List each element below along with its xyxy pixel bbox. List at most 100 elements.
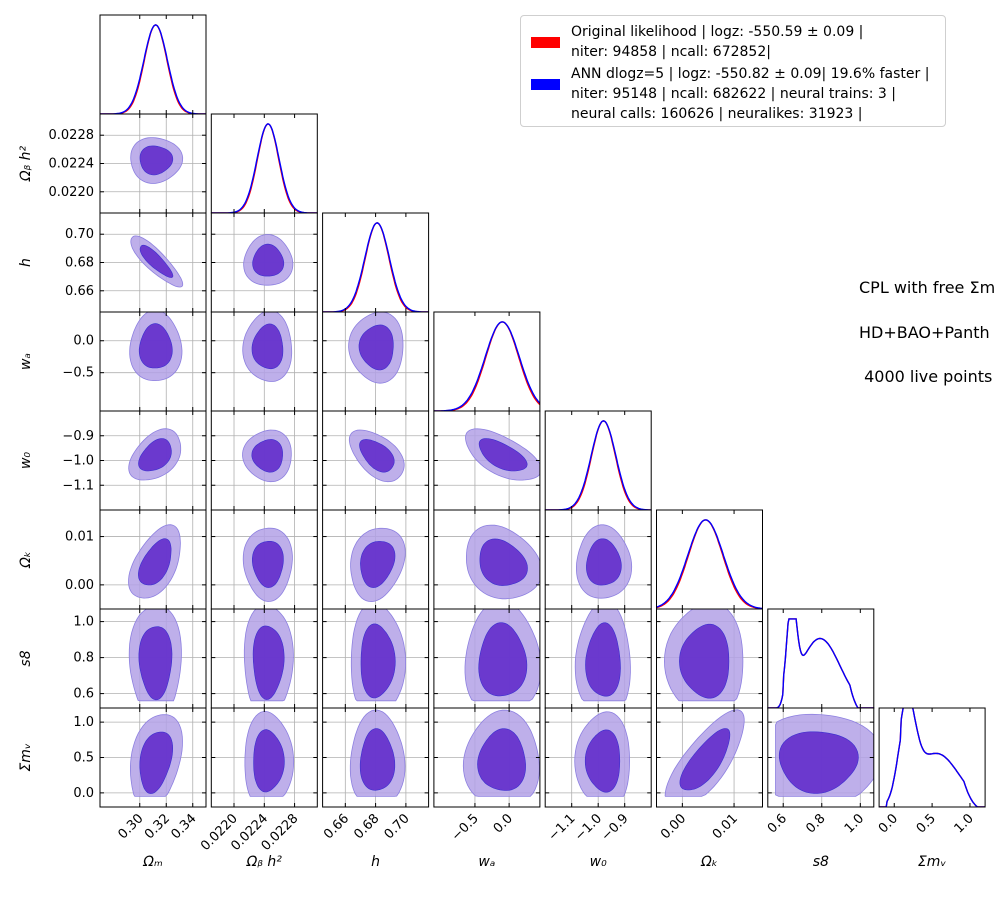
contour-68 (138, 538, 172, 586)
y-tick-label: −1.0 (62, 454, 94, 469)
panel-mnu-mnu (878, 707, 986, 808)
panel-mnu-h (322, 707, 430, 808)
contour-68 (778, 731, 859, 794)
x-tick-label: 0.0 (491, 811, 516, 836)
y-tick-label: 0.6 (73, 687, 94, 702)
panel-w0-wa (433, 410, 541, 511)
legend-label-original: Original likelihood | logz: -550.59 ± 0.… (571, 24, 864, 60)
panel-background (433, 312, 540, 411)
x-tick-label: 0.6 (765, 811, 790, 836)
x-axis-label-Obh2: Ωᵦ h² (246, 854, 283, 870)
legend-entry-ann: ANN dlogz=5 | logz: -550.82 ± 0.09| 19.6… (527, 64, 939, 124)
x-tick-label: 0.70 (382, 811, 413, 842)
legend: Original likelihood | logz: -550.59 ± 0.… (520, 15, 946, 127)
y-tick-label: −0.5 (62, 366, 94, 381)
contour-68 (679, 728, 731, 791)
panel-s8-s8 (767, 608, 875, 709)
x-tick-label: 0.5 (914, 811, 939, 836)
contour-68 (679, 623, 730, 699)
x-tick-label: 0.8 (803, 811, 828, 836)
y-tick-label: 0.0224 (49, 157, 95, 172)
x-tick-label: −1.1 (546, 811, 579, 844)
panel-background (100, 15, 206, 114)
x-axis-label-Om: Ωₘ (142, 854, 163, 870)
y-tick-label: 0.00 (65, 578, 94, 593)
contour-68 (360, 623, 396, 699)
x-tick-label: 0.00 (658, 811, 689, 842)
contour-68 (138, 626, 173, 701)
contour-68 (359, 439, 395, 473)
x-tick-label: 0.01 (710, 811, 741, 842)
contour-68 (478, 622, 528, 697)
panel-h-Obh2 (210, 212, 318, 313)
panel-h-h (322, 212, 430, 313)
marginal-ann (656, 519, 763, 609)
y-tick-label: 0.0 (73, 334, 94, 349)
y-axis-label-w0: w₀ (18, 452, 34, 469)
x-tick-label: 1.0 (952, 811, 977, 836)
contour-68 (358, 324, 394, 371)
contour-68 (478, 438, 528, 472)
marginal-ann (433, 321, 540, 411)
y-tick-label: 1.0 (73, 615, 94, 630)
x-axis-label-mnu: Σmᵥ (918, 854, 946, 870)
contour-68 (585, 622, 621, 697)
panel-Om-Om (99, 14, 207, 115)
contour-68 (252, 541, 284, 588)
panel-wa-wa (433, 311, 541, 412)
y-tick-label: 1.0 (73, 715, 94, 730)
y-tick-label: 0.0 (73, 786, 94, 801)
contour-68 (251, 323, 284, 370)
contour-68 (586, 538, 622, 586)
x-tick-label: 1.0 (842, 811, 867, 836)
x-axis-label-w0: w₀ (590, 854, 607, 870)
panel-w0-Obh2 (210, 410, 318, 511)
panel-s8-h (322, 608, 430, 709)
marginal-ann (322, 222, 429, 312)
panels-layer (99, 14, 986, 808)
legend-label-ann: ANN dlogz=5 | logz: -550.82 ± 0.09| 19.6… (571, 66, 930, 122)
panel-mnu-Obh2 (210, 707, 318, 808)
x-axis-label-Ok: Ωₖ (700, 854, 718, 870)
panel-Obh2-Om (99, 113, 207, 214)
panel-wa-h (322, 311, 430, 412)
y-tick-label: −1.1 (62, 478, 94, 493)
contour-68 (360, 541, 396, 588)
x-axis-label-h: h (371, 854, 380, 870)
x-tick-label: −0.9 (599, 811, 632, 844)
y-axis-label-wa: wₐ (18, 353, 34, 370)
panel-s8-w0 (544, 608, 652, 709)
y-tick-label: 0.01 (65, 530, 94, 545)
panel-mnu-s8 (767, 707, 875, 808)
panel-Ok-h (322, 509, 430, 610)
marginal-ann (767, 618, 874, 708)
annotation-model: CPL with free Σm (859, 278, 995, 297)
y-tick-label: −0.9 (62, 429, 94, 444)
panel-background (767, 609, 874, 708)
panel-w0-Om (99, 410, 207, 511)
panel-background (322, 213, 429, 312)
legend-swatch-ann (531, 79, 560, 90)
panel-Ok-Obh2 (210, 509, 318, 610)
contour-68 (477, 728, 526, 791)
panel-Ok-Om (99, 509, 207, 610)
legend-entry-original: Original likelihood | logz: -550.59 ± 0.… (527, 22, 939, 62)
panel-Obh2-Obh2 (210, 113, 318, 214)
x-tick-label: 0.34 (168, 811, 199, 842)
contour-68 (584, 729, 621, 793)
panel-wa-Obh2 (210, 311, 318, 412)
y-tick-label: 0.66 (65, 284, 94, 299)
x-tick-label: 0.32 (142, 811, 173, 842)
panel-s8-Obh2 (210, 608, 318, 709)
x-tick-label: 0.66 (321, 811, 352, 842)
y-tick-label: 0.70 (65, 227, 94, 242)
panel-s8-wa (433, 608, 541, 709)
contour-68 (253, 729, 285, 793)
panel-w0-w0 (544, 410, 652, 511)
contour-68 (138, 438, 172, 472)
y-tick-label: 0.0220 (49, 185, 95, 200)
x-axis-label-wa: wₐ (478, 854, 495, 870)
panel-mnu-wa (433, 707, 541, 808)
x-axis-label-s8: s8 (813, 854, 829, 870)
